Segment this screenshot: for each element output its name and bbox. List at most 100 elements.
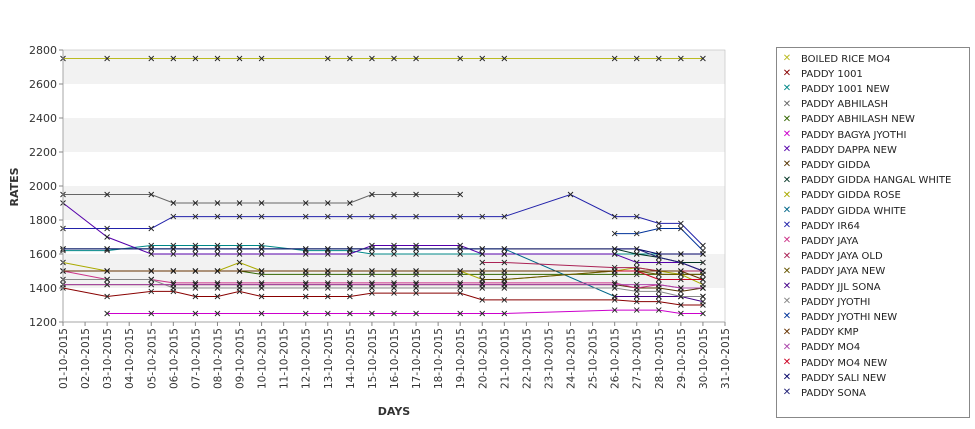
data-point <box>104 293 110 300</box>
data-point <box>457 268 464 274</box>
data-point <box>700 285 706 291</box>
legend-item: ✕ PADDY JYOTHI NEW <box>781 310 897 324</box>
data-point <box>148 310 155 317</box>
x-tick-label: 16-10-2015 <box>389 328 401 389</box>
data-point <box>258 55 265 62</box>
data-point <box>391 310 397 317</box>
x-tick-label: 10-10-2015 <box>257 328 269 389</box>
grid-band <box>63 152 725 186</box>
data-point <box>302 246 309 252</box>
x-tick-label: 26-10-2015 <box>610 328 622 389</box>
data-point <box>700 293 706 300</box>
data-point <box>611 55 618 62</box>
data-point <box>479 297 486 303</box>
series-boiled-rice-mo4 <box>60 55 706 62</box>
data-point <box>170 200 177 206</box>
data-point <box>192 200 199 206</box>
series-paddy-mo4-new <box>611 268 706 283</box>
data-point <box>258 246 265 252</box>
x-tick-label: 28-10-2015 <box>654 328 666 389</box>
data-point <box>655 254 662 261</box>
x-tick-label: 21-10-2015 <box>499 328 511 389</box>
data-point <box>148 246 155 252</box>
x-tick-label: 03-10-2015 <box>102 328 114 389</box>
legend-marker-icon: ✕ <box>782 220 792 232</box>
data-point <box>479 55 486 62</box>
series-paddy-1001 <box>60 285 706 308</box>
data-point <box>413 55 419 62</box>
data-point <box>347 281 353 288</box>
y-tick-label: 2200 <box>29 146 57 159</box>
x-tick-label: 15-10-2015 <box>367 328 379 389</box>
data-point <box>324 268 331 274</box>
x-tick-label: 27-10-2015 <box>632 328 644 389</box>
data-point <box>655 276 662 283</box>
legend-label: PADDY SONA <box>801 387 866 399</box>
data-point <box>700 251 706 257</box>
data-point <box>369 281 375 288</box>
data-point <box>501 297 508 303</box>
legend-label: PADDY JAYA NEW <box>801 266 886 278</box>
y-tick-label: 2000 <box>29 180 57 193</box>
data-point <box>413 310 419 317</box>
data-point <box>633 288 640 295</box>
data-point <box>192 268 199 274</box>
data-point <box>479 310 486 317</box>
data-point <box>104 225 110 232</box>
legend-label: PADDY SALI NEW <box>801 372 887 384</box>
legend-label: PADDY GIDDA HANGAL WHITE <box>801 175 952 187</box>
x-tick-label: 02-10-2015 <box>80 328 92 389</box>
legend-marker-icon: ✕ <box>782 83 792 95</box>
legend-label: PADDY JAYA OLD <box>801 251 883 263</box>
data-point <box>678 302 684 308</box>
data-point <box>479 213 486 220</box>
data-point <box>633 251 640 257</box>
data-point <box>633 281 640 288</box>
data-point <box>633 307 640 313</box>
legend-marker-icon: ✕ <box>782 341 792 353</box>
x-tick-label: 17-10-2015 <box>411 328 423 389</box>
y-tick-label: 1600 <box>29 248 57 261</box>
legend-label: PADDY JAYA <box>801 235 859 247</box>
y-axis-label: RATES <box>8 167 21 206</box>
data-point <box>391 281 397 288</box>
data-point <box>369 246 375 252</box>
data-point <box>391 290 397 296</box>
x-tick-label: 05-10-2015 <box>146 328 158 389</box>
series-paddy-jjl-sona <box>611 293 706 305</box>
series-paddy-ir64 <box>60 191 706 249</box>
data-point <box>611 281 618 288</box>
data-point <box>611 230 618 237</box>
data-point <box>236 55 243 62</box>
data-point <box>302 268 309 274</box>
data-point <box>479 259 486 266</box>
x-tick-label: 11-10-2015 <box>279 328 291 389</box>
x-tick-label: 19-10-2015 <box>455 328 467 389</box>
data-point <box>501 246 508 252</box>
data-point <box>302 251 309 257</box>
legend-marker-icon: ✕ <box>782 281 792 292</box>
data-point <box>655 307 662 313</box>
data-point <box>655 298 662 305</box>
legend-item: ✕ PADDY KMP <box>781 326 859 340</box>
x-tick-label: 14-10-2015 <box>345 328 357 389</box>
data-point <box>148 55 155 62</box>
legend-label: BOILED RICE MO4 <box>801 53 891 65</box>
data-point <box>678 225 684 232</box>
data-point <box>347 200 353 206</box>
legend-marker-icon: ✕ <box>782 189 792 201</box>
data-point <box>170 55 177 62</box>
legend-item: ✕ PADDY SONA <box>781 386 866 400</box>
data-point <box>148 276 155 283</box>
legend-item: ✕ PADDY GIDDA WHITE <box>781 204 906 218</box>
data-point <box>170 251 177 257</box>
legend: ✕ BOILED RICE MO4 ✕ PADDY 1001 ✕ PADDY 1001 N… <box>776 47 970 418</box>
data-point <box>148 268 155 274</box>
data-point <box>457 251 464 257</box>
data-point <box>633 298 640 305</box>
data-point <box>633 259 640 266</box>
data-point <box>633 213 640 220</box>
data-point <box>214 293 221 300</box>
data-point <box>700 55 706 62</box>
